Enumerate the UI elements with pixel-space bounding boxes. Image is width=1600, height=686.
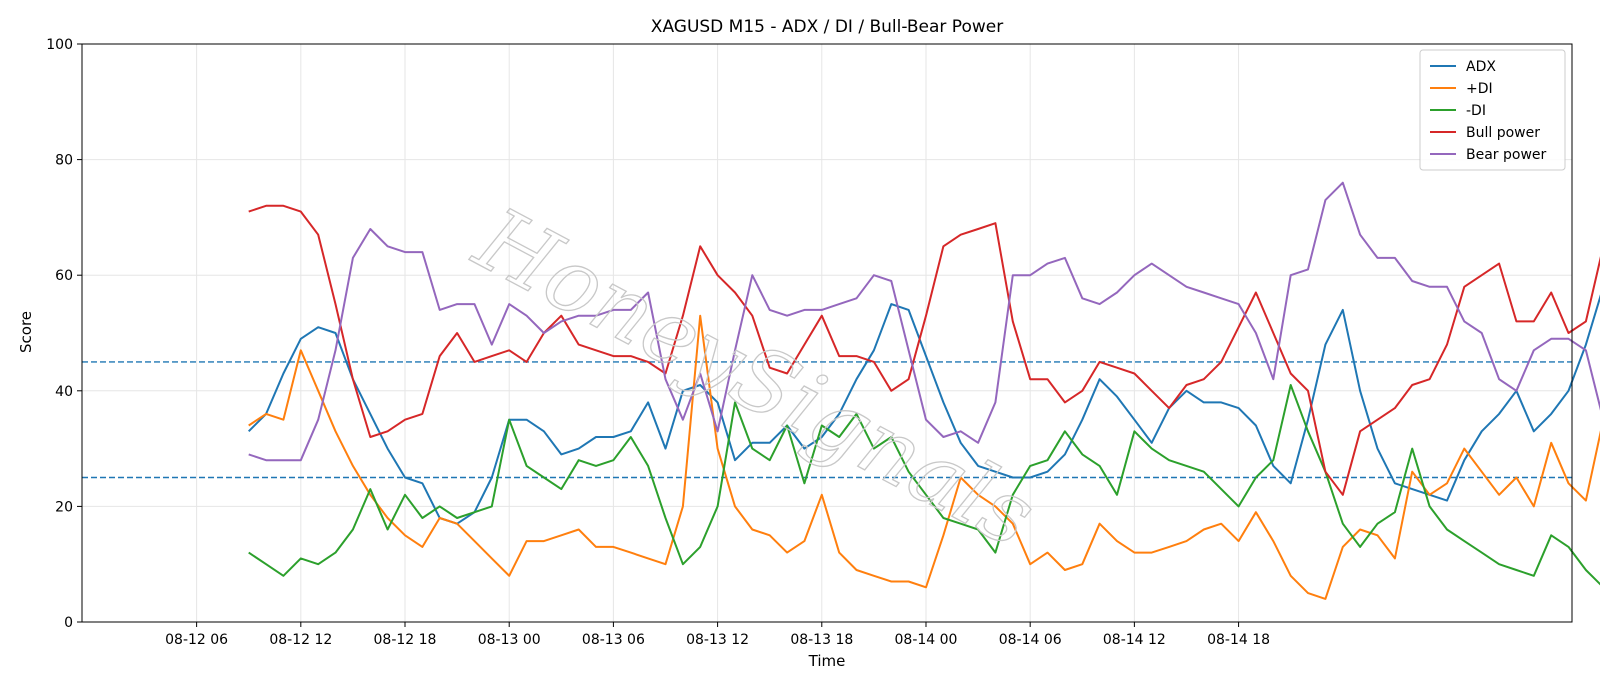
series-line-di [248, 384, 1600, 586]
series-layer [247, 181, 1600, 600]
x-axis-title: Time [808, 652, 846, 670]
x-tick-label: 08-13 12 [686, 632, 749, 648]
chart-title: XAGUSD M15 - ADX / DI / Bull-Bear Power [651, 17, 1003, 37]
y-tick-label: 60 [55, 268, 73, 284]
x-tick-label: 08-12 18 [374, 632, 437, 648]
series-line-di [248, 314, 1600, 600]
x-tick-label: 08-14 00 [895, 632, 958, 648]
plot-frame [81, 43, 1573, 623]
legend-label-adx: ADX [1466, 59, 1496, 75]
legend-label-bear-power: Bear power [1466, 147, 1547, 163]
x-tick-label: 08-13 18 [790, 632, 853, 648]
tick-layer: 0 20 40 60 80 100 08-12 06 08-12 12 08-12 18 08-1… [46, 37, 1270, 648]
x-tick-label: 08-14 12 [1103, 632, 1166, 648]
series-line-adx [247, 294, 1600, 525]
y-tick-label: 20 [55, 499, 73, 515]
legend-label-di: +DI [1466, 81, 1493, 97]
y-axis-title: Score [17, 311, 35, 353]
series-line-bear-power [248, 181, 1600, 462]
grid-layer [82, 43, 1572, 623]
series-line-bull-power [248, 204, 1600, 496]
x-tick-label: 08-12 06 [165, 632, 228, 648]
legend-label-bull-power: Bull power [1466, 125, 1540, 141]
y-tick-label: 40 [55, 384, 73, 400]
legend-label-di: -DI [1466, 103, 1486, 119]
legend: ADX +DI -DI Bull power Bear power [1419, 49, 1566, 171]
y-tick-label: 0 [64, 615, 73, 631]
y-tick-label: 80 [55, 153, 73, 169]
x-tick-label: 08-14 18 [1207, 632, 1270, 648]
x-tick-label: 08-13 00 [478, 632, 541, 648]
x-tick-label: 08-14 06 [999, 632, 1062, 648]
x-tick-label: 08-12 12 [269, 632, 332, 648]
legend-frame [1419, 49, 1566, 171]
reference-lines [82, 361, 1572, 479]
x-tick-label: 08-13 06 [582, 632, 645, 648]
y-tick-label: 100 [46, 37, 73, 53]
